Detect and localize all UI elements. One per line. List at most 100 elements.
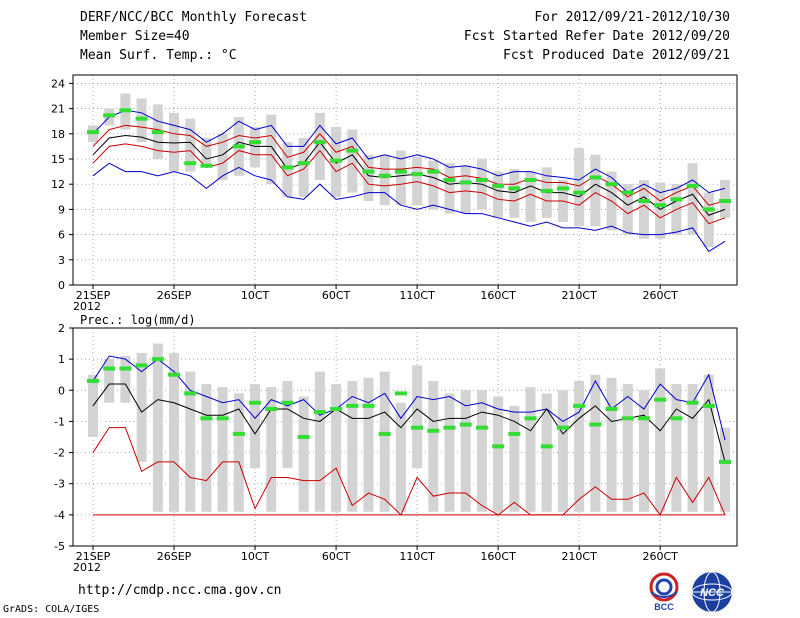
control-marker [443, 425, 456, 430]
y-tick-label: -3 [54, 478, 65, 491]
ensemble-bar [476, 390, 487, 512]
ncc-logo: NCC [691, 571, 733, 613]
series-line-mean-upper [92, 124, 726, 206]
ensemble-bar [638, 390, 649, 512]
control-marker [605, 406, 618, 411]
control-marker [459, 422, 472, 427]
y-tick-label: 21 [51, 103, 65, 116]
control-marker [362, 403, 375, 408]
control-marker [492, 444, 505, 449]
ensemble-bar [185, 371, 196, 512]
control-marker [119, 366, 132, 371]
series-line-lower-bound [92, 162, 726, 253]
control-marker [524, 416, 537, 421]
control-marker [313, 140, 326, 145]
series-line-max [92, 355, 726, 441]
ensemble-bar [460, 165, 471, 214]
control-marker [459, 180, 472, 185]
y-tick-label: 18 [51, 128, 65, 141]
control-marker [313, 410, 326, 415]
control-marker [346, 148, 359, 153]
control-marker [492, 183, 505, 188]
plot-frame [72, 74, 738, 286]
source-url[interactable]: http://cmdp.ncc.cma.gov.cn [78, 583, 282, 598]
ensemble-bar [331, 384, 342, 512]
ensemble-bar [169, 112, 180, 172]
ensemble-bar [703, 374, 714, 512]
y-tick-label: 15 [51, 153, 65, 166]
ensemble-bar [720, 427, 730, 512]
control-marker [621, 190, 634, 195]
control-marker [540, 444, 553, 449]
forecast-started-date: Fcst Started Refer Date 2012/09/20 [463, 29, 730, 44]
ensemble-bar [379, 154, 390, 206]
ensemble-bar [557, 390, 568, 512]
x-tick-label: 210CT [561, 289, 597, 302]
ensemble-bar [655, 182, 666, 239]
bcc-logo-text: BCC [654, 602, 674, 612]
control-marker [670, 416, 683, 421]
x-tick-label: 2012 [73, 561, 101, 574]
control-marker [184, 161, 197, 166]
control-marker [265, 406, 278, 411]
ensemble-bar [720, 180, 730, 218]
control-marker [232, 431, 245, 436]
ensemble-bar [493, 396, 504, 512]
control-marker [378, 431, 391, 436]
control-marker [362, 169, 375, 174]
control-marker [427, 169, 440, 174]
control-marker [216, 416, 229, 421]
ensemble-bar [136, 352, 147, 462]
forecast-produced-date: Fcst Produced Date 2012/09/21 [503, 48, 730, 63]
y-tick-label: 0 [58, 279, 65, 292]
ensemble-bar [509, 169, 520, 218]
ensemble-bar [298, 396, 309, 512]
ensemble-bar [509, 405, 520, 512]
x-tick-label: 60CT [322, 550, 351, 563]
control-marker [637, 199, 650, 203]
x-tick-label: 110CT [399, 289, 435, 302]
x-tick-label: 160CT [480, 289, 516, 302]
y-tick-label: 9 [58, 203, 65, 216]
ensemble-bar [298, 138, 309, 197]
control-marker [475, 178, 488, 182]
ensemble-bar [201, 138, 212, 168]
ensemble-bar [574, 380, 585, 512]
ensemble-bar [233, 393, 244, 512]
ensemble-bar [444, 163, 455, 214]
ensemble-bar [525, 387, 536, 512]
control-marker [151, 357, 164, 362]
control-marker [686, 183, 699, 188]
control-marker [103, 113, 116, 118]
ensemble-bar [622, 384, 633, 512]
ensemble-bar [574, 148, 585, 227]
control-marker [297, 161, 310, 166]
control-marker [151, 130, 164, 135]
x-tick-label: 26SEP [157, 289, 192, 302]
ensemble-bar [444, 393, 455, 512]
ensemble-bar [120, 356, 131, 403]
ensemble-bar [622, 184, 633, 235]
control-marker [621, 416, 634, 421]
ensemble-bar [606, 377, 617, 512]
control-marker [281, 400, 294, 405]
ensemble-bar [412, 365, 423, 469]
control-marker [654, 397, 667, 402]
x-tick-label: 10CT [241, 289, 270, 302]
x-tick-label: 26SEP [157, 550, 192, 563]
ensemble-bar [217, 387, 228, 512]
control-marker [87, 130, 99, 135]
control-marker [719, 199, 731, 203]
plot-frame [72, 327, 738, 547]
control-marker [200, 163, 213, 168]
ensemble-bar [185, 118, 196, 172]
x-tick-label: 260CT [642, 550, 678, 563]
control-marker [686, 400, 699, 405]
y-tick-label: 3 [58, 254, 65, 267]
ensemble-bar [104, 359, 115, 403]
y-tick-label: -2 [54, 447, 65, 460]
bcc-logo: BCC [649, 572, 679, 612]
control-marker [135, 363, 148, 368]
